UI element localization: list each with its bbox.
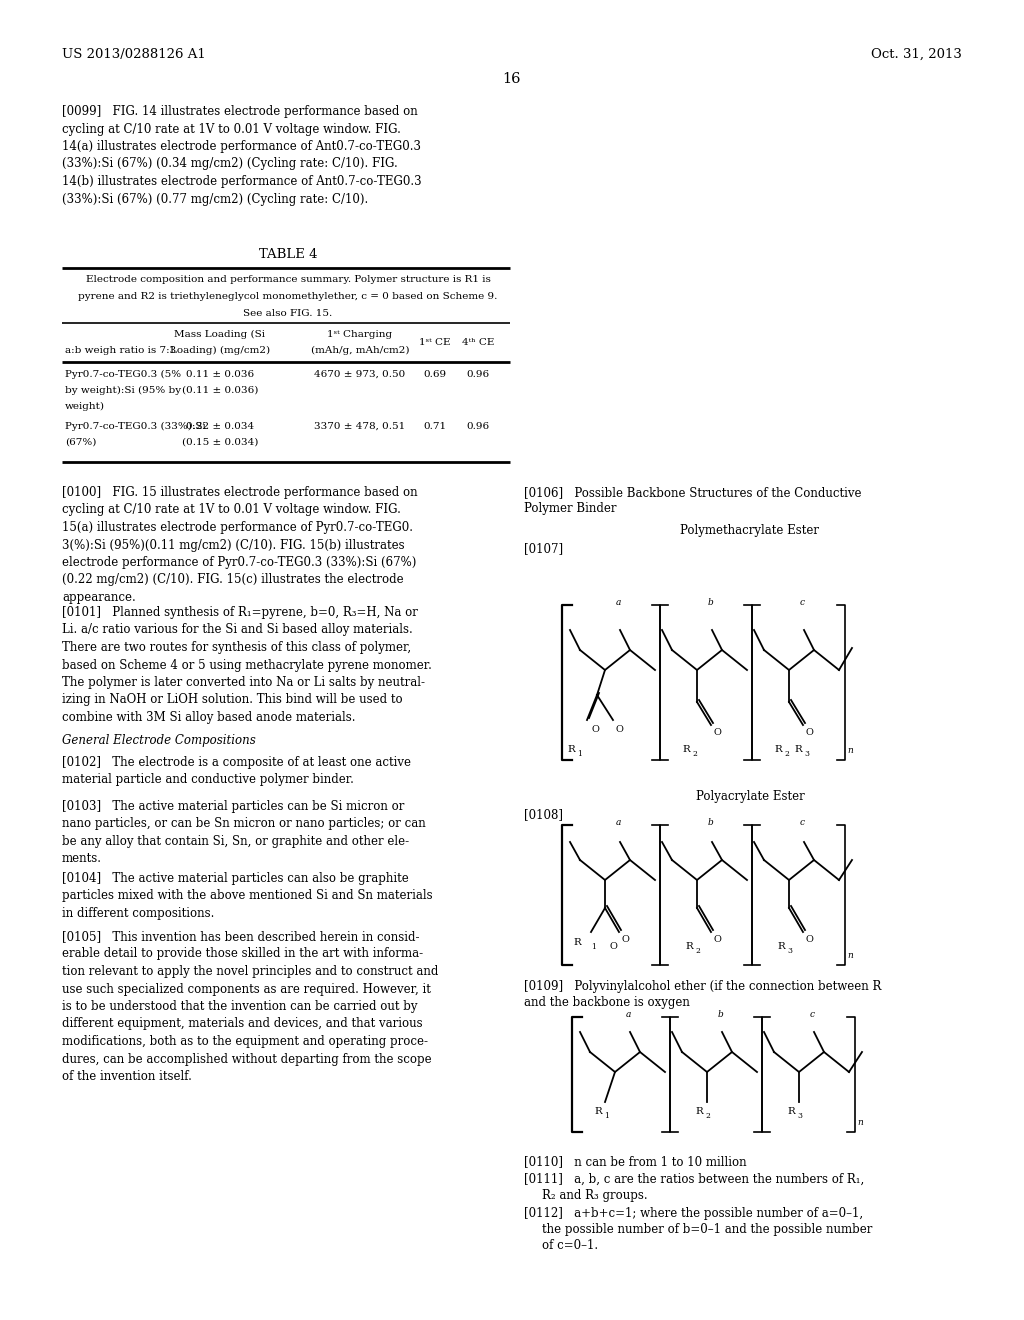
Text: Mass Loading (Si: Mass Loading (Si [174,330,265,339]
Text: [0111]   a, b, c are the ratios between the numbers of R₁,: [0111] a, b, c are the ratios between th… [524,1173,864,1185]
Text: 1ˢᵗ CE: 1ˢᵗ CE [419,338,451,347]
Text: [0106]   Possible Backbone Structures of the Conductive: [0106] Possible Backbone Structures of t… [524,486,861,499]
Text: n: n [857,1118,863,1127]
Text: 3: 3 [797,1111,802,1119]
Text: 1: 1 [604,1111,609,1119]
Text: (67%): (67%) [65,438,96,447]
Text: O: O [610,942,617,950]
Text: R: R [573,939,581,946]
Text: O: O [805,935,813,944]
Text: R: R [594,1107,602,1115]
Text: c: c [810,1010,814,1019]
Text: a:b weigh ratio is 7:3: a:b weigh ratio is 7:3 [65,346,176,355]
Text: R: R [685,942,693,950]
Text: 3: 3 [804,750,809,758]
Text: [0099]   FIG. 14 illustrates electrode performance based on
cycling at C/10 rate: [0099] FIG. 14 illustrates electrode per… [62,106,422,206]
Text: O: O [713,729,721,737]
Text: 0.22 ± 0.034: 0.22 ± 0.034 [186,422,254,432]
Text: Pyr0.7-co-TEG0.3 (33%):Si: Pyr0.7-co-TEG0.3 (33%):Si [65,422,206,432]
Text: 3370 ± 478, 0.51: 3370 ± 478, 0.51 [314,422,406,432]
Text: [0104]   The active material particles can also be graphite
particles mixed with: [0104] The active material particles can… [62,873,432,920]
Text: R: R [695,1107,702,1115]
Text: 1: 1 [577,750,582,758]
Text: (mAh/g, mAh/cm2): (mAh/g, mAh/cm2) [310,346,410,355]
Text: R: R [787,1107,795,1115]
Text: 2: 2 [692,750,697,758]
Text: [0108]: [0108] [524,808,563,821]
Text: Polyacrylate Ester: Polyacrylate Ester [695,789,805,803]
Text: 0.11 ± 0.036: 0.11 ± 0.036 [186,370,254,379]
Text: a: a [626,1010,631,1019]
Text: See also FIG. 15.: See also FIG. 15. [244,309,333,318]
Text: n: n [847,950,853,960]
Text: and the backbone is oxygen: and the backbone is oxygen [524,997,690,1008]
Text: R: R [682,744,690,754]
Text: TABLE 4: TABLE 4 [259,248,317,261]
Text: (0.11 ± 0.036): (0.11 ± 0.036) [182,385,258,395]
Text: Oct. 31, 2013: Oct. 31, 2013 [871,48,962,61]
Text: 4ᵗʰ CE: 4ᵗʰ CE [462,338,495,347]
Text: c: c [800,598,805,607]
Text: weight): weight) [65,403,105,411]
Text: 16: 16 [503,73,521,86]
Text: 0.96: 0.96 [467,370,489,379]
Text: pyrene and R2 is triethyleneglycol monomethylether, c = 0 based on Scheme 9.: pyrene and R2 is triethyleneglycol monom… [78,292,498,301]
Text: [0109]   Polyvinylalcohol ether (if the connection between R: [0109] Polyvinylalcohol ether (if the co… [524,979,882,993]
Text: c: c [800,818,805,828]
Text: R₂ and R₃ groups.: R₂ and R₃ groups. [542,1189,647,1203]
Text: General Electrode Compositions: General Electrode Compositions [62,734,256,747]
Text: 3: 3 [787,946,792,954]
Text: 1: 1 [591,942,596,950]
Text: US 2013/0288126 A1: US 2013/0288126 A1 [62,48,206,61]
Text: 2: 2 [705,1111,710,1119]
Text: b: b [708,818,713,828]
Text: [0100]   FIG. 15 illustrates electrode performance based on
cycling at C/10 rate: [0100] FIG. 15 illustrates electrode per… [62,486,418,605]
Text: [0101]   Planned synthesis of R₁=pyrene, b=0, R₃=H, Na or
Li. a/c ratio various : [0101] Planned synthesis of R₁=pyrene, b… [62,606,432,723]
Text: [0102]   The electrode is a composite of at least one active
material particle a: [0102] The electrode is a composite of a… [62,756,411,787]
Text: (0.15 ± 0.034): (0.15 ± 0.034) [182,438,258,447]
Text: [0110]   n can be from 1 to 10 million: [0110] n can be from 1 to 10 million [524,1155,746,1168]
Text: a: a [615,598,621,607]
Text: of c=0–1.: of c=0–1. [542,1239,598,1251]
Text: 2: 2 [695,946,699,954]
Text: 0.69: 0.69 [424,370,446,379]
Text: b: b [717,1010,723,1019]
Text: [0112]   a+b+c=1; where the possible number of a=0–1,: [0112] a+b+c=1; where the possible numbe… [524,1206,863,1220]
Text: 2: 2 [784,750,788,758]
Text: R: R [567,744,574,754]
Text: 1ˢᵗ Charging: 1ˢᵗ Charging [328,330,392,339]
Text: by weight):Si (95% by: by weight):Si (95% by [65,385,181,395]
Text: 4670 ± 973, 0.50: 4670 ± 973, 0.50 [314,370,406,379]
Text: the possible number of b=0–1 and the possible number: the possible number of b=0–1 and the pos… [542,1224,872,1236]
Text: O: O [591,725,599,734]
Text: O: O [805,729,813,737]
Text: O: O [621,935,629,944]
Text: O: O [713,935,721,944]
Text: a: a [615,818,621,828]
Text: Polymer Binder: Polymer Binder [524,502,616,515]
Text: 0.96: 0.96 [467,422,489,432]
Text: R: R [794,744,802,754]
Text: 0.71: 0.71 [424,422,446,432]
Text: [0103]   The active material particles can be Si micron or
nano particles, or ca: [0103] The active material particles can… [62,800,426,866]
Text: n: n [847,746,853,755]
Text: [0105]   This invention has been described herein in consid-
erable detail to pr: [0105] This invention has been described… [62,931,438,1082]
Text: b: b [708,598,713,607]
Text: Loading) (mg/cm2): Loading) (mg/cm2) [170,346,270,355]
Text: Pyr0.7-co-TEG0.3 (5%: Pyr0.7-co-TEG0.3 (5% [65,370,181,379]
Text: Electrode composition and performance summary. Polymer structure is R1 is: Electrode composition and performance su… [86,275,490,284]
Text: R: R [774,744,781,754]
Text: Polymethacrylate Ester: Polymethacrylate Ester [681,524,819,537]
Text: R: R [777,942,784,950]
Text: [0107]: [0107] [524,543,563,554]
Text: O: O [615,725,623,734]
